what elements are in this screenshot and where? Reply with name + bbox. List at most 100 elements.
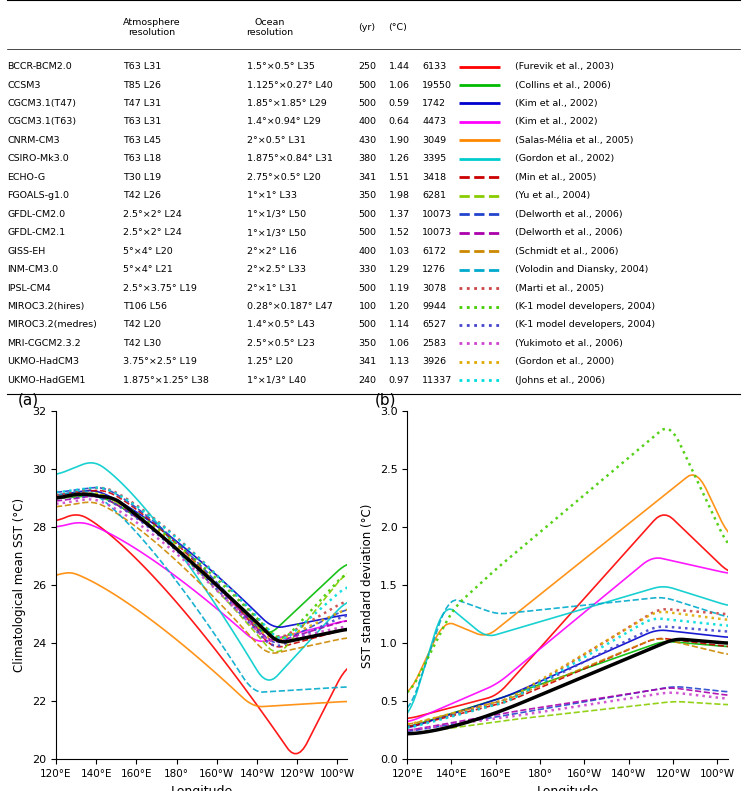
Text: MIROC3.2(hires): MIROC3.2(hires) — [7, 302, 85, 311]
Text: 380: 380 — [359, 154, 376, 164]
Text: 1.06: 1.06 — [388, 81, 409, 89]
Text: 1742: 1742 — [422, 99, 446, 108]
Text: T63 L31: T63 L31 — [123, 117, 161, 127]
Text: 4473: 4473 — [422, 117, 446, 127]
Text: 500: 500 — [359, 320, 376, 330]
Text: (Kim et al., 2002): (Kim et al., 2002) — [515, 117, 598, 127]
Text: 0.64: 0.64 — [388, 117, 409, 127]
Text: (Yukimoto et al., 2006): (Yukimoto et al., 2006) — [515, 339, 623, 348]
Text: 19550: 19550 — [422, 81, 452, 89]
Text: 1°×1/3° L40: 1°×1/3° L40 — [247, 376, 306, 385]
Text: 1°×1° L33: 1°×1° L33 — [247, 191, 297, 200]
Text: T63 L18: T63 L18 — [123, 154, 161, 164]
Text: (Yu et al., 2004): (Yu et al., 2004) — [515, 191, 591, 200]
Text: 1.19: 1.19 — [388, 283, 409, 293]
Text: 0.28°×0.187° L47: 0.28°×0.187° L47 — [247, 302, 332, 311]
Text: (Min et al., 2005): (Min et al., 2005) — [515, 172, 597, 182]
Text: 3395: 3395 — [422, 154, 446, 164]
Text: 2.75°×0.5° L20: 2.75°×0.5° L20 — [247, 172, 320, 182]
Text: 0.59: 0.59 — [388, 99, 409, 108]
Text: FGOALS-g1.0: FGOALS-g1.0 — [7, 191, 69, 200]
Text: 6133: 6133 — [422, 62, 446, 71]
Text: 3418: 3418 — [422, 172, 446, 182]
Text: (b): (b) — [375, 392, 397, 407]
Text: T47 L31: T47 L31 — [123, 99, 161, 108]
Text: T42 L26: T42 L26 — [123, 191, 161, 200]
Text: 430: 430 — [359, 136, 376, 145]
Text: (Schmidt et al., 2006): (Schmidt et al., 2006) — [515, 247, 619, 255]
Text: 2.5°×0.5° L23: 2.5°×0.5° L23 — [247, 339, 314, 348]
Text: 400: 400 — [359, 247, 376, 255]
Text: 500: 500 — [359, 99, 376, 108]
Text: 3.75°×2.5° L19: 3.75°×2.5° L19 — [123, 358, 197, 366]
Text: 240: 240 — [359, 376, 376, 385]
Text: 2.5°×2° L24: 2.5°×2° L24 — [123, 210, 182, 219]
Text: 2°×1° L31: 2°×1° L31 — [247, 283, 297, 293]
Text: (Delworth et al., 2006): (Delworth et al., 2006) — [515, 210, 623, 219]
Text: 341: 341 — [359, 172, 376, 182]
Text: (Johns et al., 2006): (Johns et al., 2006) — [515, 376, 606, 385]
Text: 350: 350 — [359, 339, 376, 348]
Text: Ocean
resolution: Ocean resolution — [247, 18, 294, 37]
Text: 1.98: 1.98 — [388, 191, 409, 200]
Text: (°C): (°C) — [388, 23, 407, 32]
Text: MIROC3.2(medres): MIROC3.2(medres) — [7, 320, 97, 330]
Text: 330: 330 — [359, 265, 376, 274]
Text: T30 L19: T30 L19 — [123, 172, 161, 182]
Text: T63 L45: T63 L45 — [123, 136, 161, 145]
Text: 1.5°×0.5° L35: 1.5°×0.5° L35 — [247, 62, 314, 71]
Text: IPSL-CM4: IPSL-CM4 — [7, 283, 52, 293]
Text: 5°×4° L20: 5°×4° L20 — [123, 247, 173, 255]
Text: T42 L20: T42 L20 — [123, 320, 161, 330]
Text: (Gordon et al., 2002): (Gordon et al., 2002) — [515, 154, 615, 164]
Text: 341: 341 — [359, 358, 376, 366]
Text: BCCR-BCM2.0: BCCR-BCM2.0 — [7, 62, 72, 71]
Text: 1.26: 1.26 — [388, 154, 409, 164]
Text: CGCM3.1(T47): CGCM3.1(T47) — [7, 99, 76, 108]
Text: 2°×2° L16: 2°×2° L16 — [247, 247, 297, 255]
Text: 1.875°×0.84° L31: 1.875°×0.84° L31 — [247, 154, 332, 164]
Text: 1.37: 1.37 — [388, 210, 409, 219]
Text: 1.90: 1.90 — [388, 136, 409, 145]
Text: (K-1 model developers, 2004): (K-1 model developers, 2004) — [515, 302, 656, 311]
Text: CNRM-CM3: CNRM-CM3 — [7, 136, 60, 145]
Text: T42 L30: T42 L30 — [123, 339, 161, 348]
Text: ECHO-G: ECHO-G — [7, 172, 46, 182]
Text: 5°×4° L21: 5°×4° L21 — [123, 265, 173, 274]
Text: 1.44: 1.44 — [388, 62, 409, 71]
Text: T85 L26: T85 L26 — [123, 81, 161, 89]
Text: 1.875°×1.25° L38: 1.875°×1.25° L38 — [123, 376, 209, 385]
Text: 3926: 3926 — [422, 358, 446, 366]
Text: 1.85°×1.85° L29: 1.85°×1.85° L29 — [247, 99, 326, 108]
Text: (Collins et al., 2006): (Collins et al., 2006) — [515, 81, 611, 89]
Text: T63 L31: T63 L31 — [123, 62, 161, 71]
Text: 2583: 2583 — [422, 339, 446, 348]
Text: 500: 500 — [359, 210, 376, 219]
Text: CGCM3.1(T63): CGCM3.1(T63) — [7, 117, 77, 127]
Text: 500: 500 — [359, 283, 376, 293]
Text: (Marti et al., 2005): (Marti et al., 2005) — [515, 283, 604, 293]
Text: 1°×1/3° L50: 1°×1/3° L50 — [247, 228, 306, 237]
Text: (yr): (yr) — [359, 23, 376, 32]
Y-axis label: Climatological mean SST (°C): Climatological mean SST (°C) — [13, 498, 26, 672]
Text: 350: 350 — [359, 191, 376, 200]
Text: MRI-CGCM2.3.2: MRI-CGCM2.3.2 — [7, 339, 81, 348]
Text: (Furevik et al., 2003): (Furevik et al., 2003) — [515, 62, 615, 71]
Text: 6172: 6172 — [422, 247, 446, 255]
Text: GFDL-CM2.1: GFDL-CM2.1 — [7, 228, 66, 237]
Text: 1.25° L20: 1.25° L20 — [247, 358, 293, 366]
Text: UKMO-HadGEM1: UKMO-HadGEM1 — [7, 376, 86, 385]
Text: CCSM3: CCSM3 — [7, 81, 41, 89]
Text: 500: 500 — [359, 228, 376, 237]
Text: (a): (a) — [18, 392, 40, 407]
Text: 9944: 9944 — [422, 302, 446, 311]
Text: 10073: 10073 — [422, 210, 452, 219]
Text: 500: 500 — [359, 81, 376, 89]
Text: 3049: 3049 — [422, 136, 446, 145]
Text: CSIRO-Mk3.0: CSIRO-Mk3.0 — [7, 154, 69, 164]
Text: (Gordon et al., 2000): (Gordon et al., 2000) — [515, 358, 615, 366]
Text: 6281: 6281 — [422, 191, 446, 200]
Text: 2°×0.5° L31: 2°×0.5° L31 — [247, 136, 306, 145]
Text: 1°×1/3° L50: 1°×1/3° L50 — [247, 210, 306, 219]
Text: 1.13: 1.13 — [388, 358, 409, 366]
